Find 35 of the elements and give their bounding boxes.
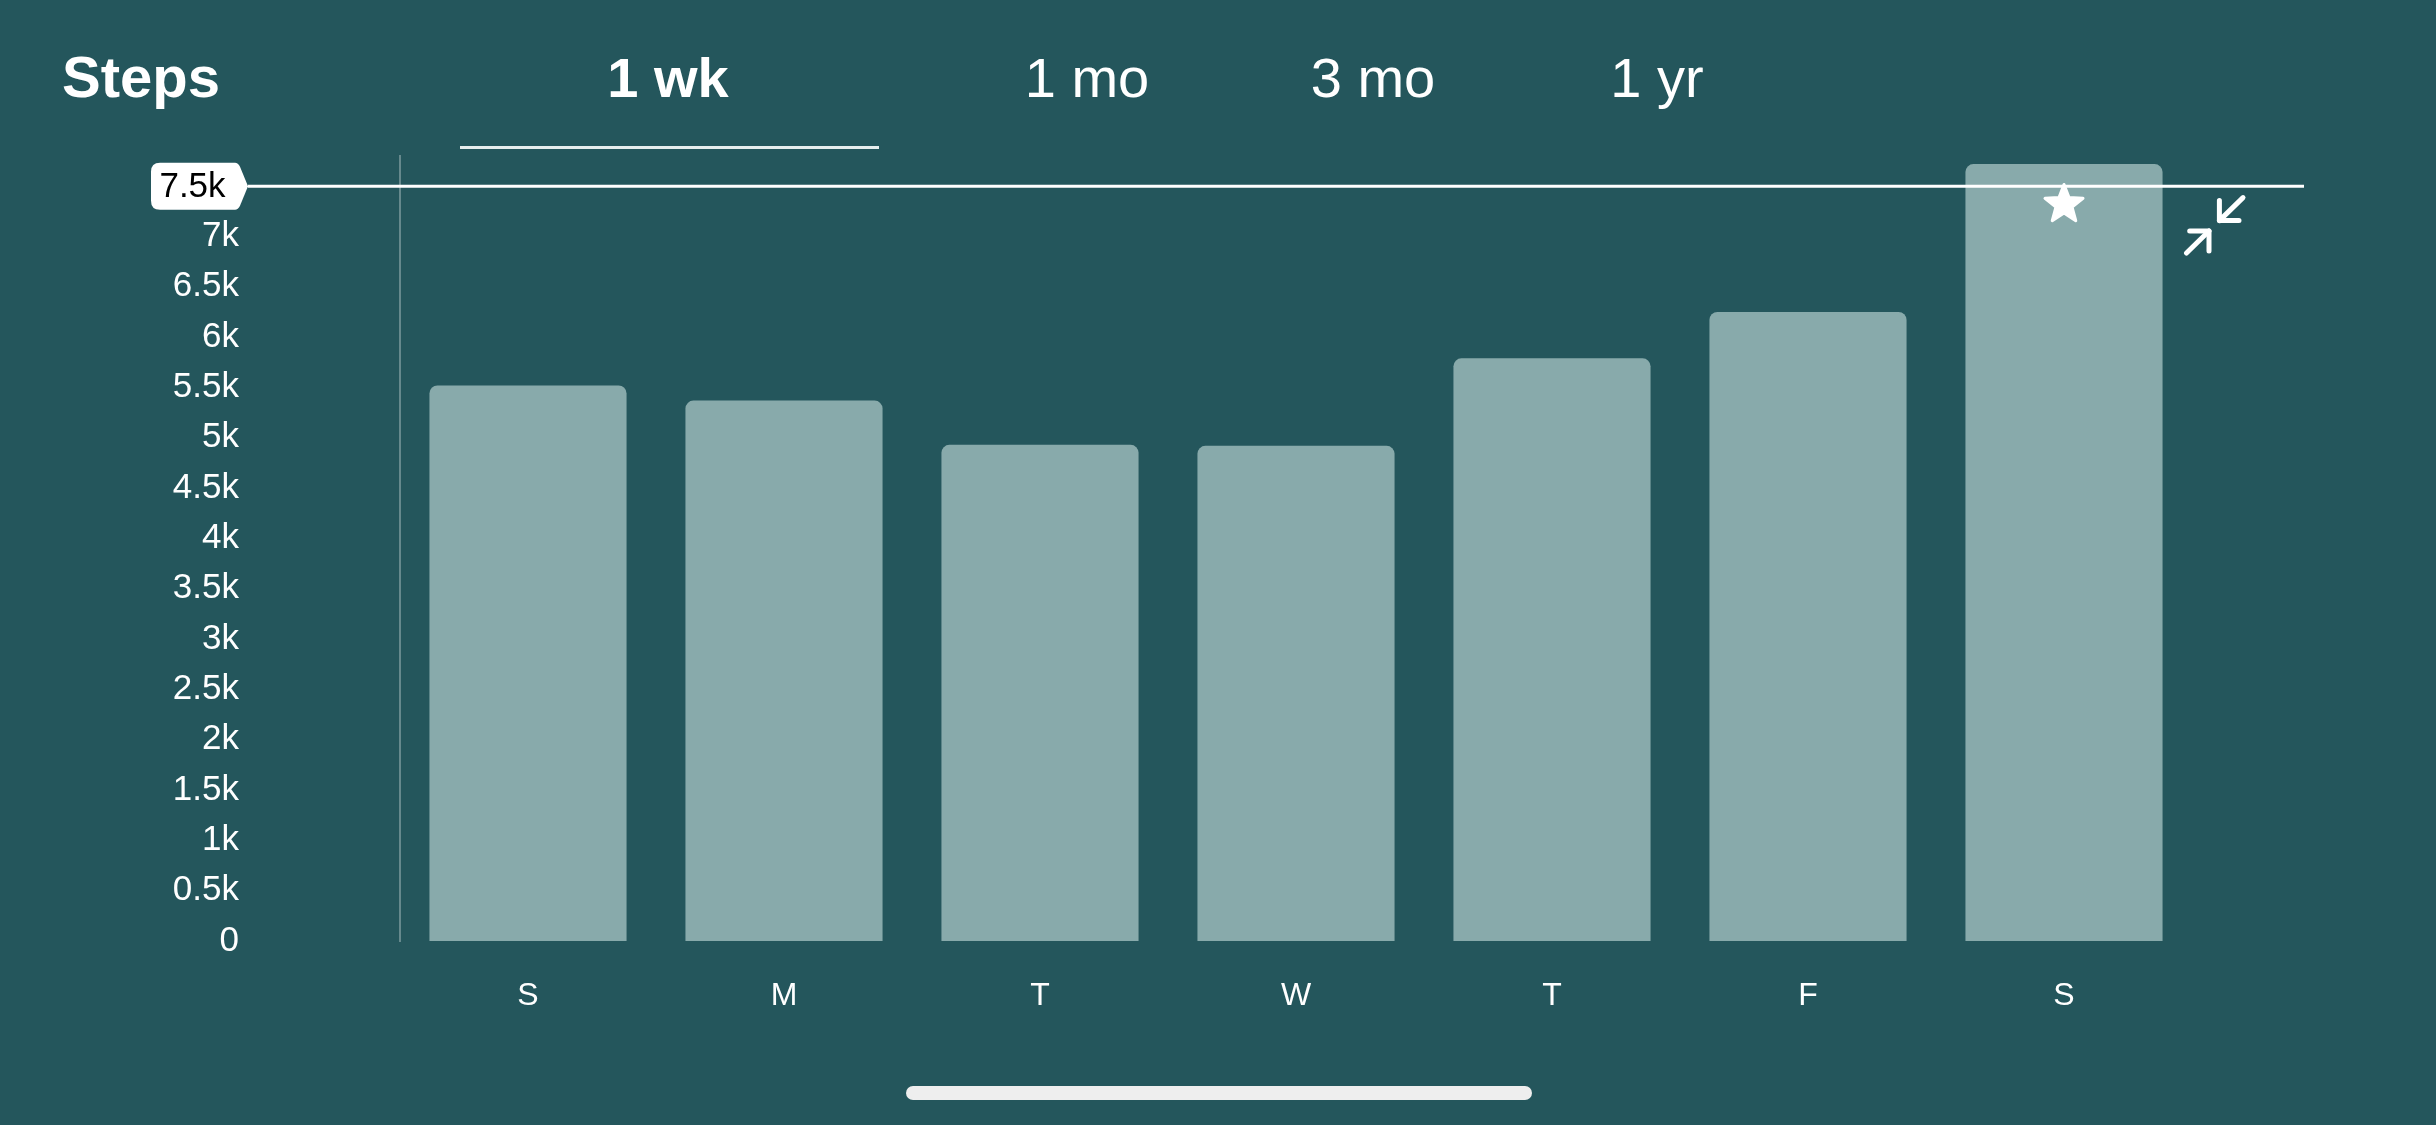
bar [1965,164,2163,941]
x-tick-label: T [1542,976,1562,1013]
ref-line-label: 7.5k [159,164,227,204]
bar [1709,311,1907,941]
text: 1 yr [1610,46,1704,109]
y-tick-label: 5.5k [172,365,240,405]
bar [1453,358,1651,941]
x-tick-label: T [1030,976,1050,1013]
y-tick-label: 5k [202,415,240,455]
y-tick-label: 0.5k [172,868,240,908]
y-tick-label: 1.5k [172,767,240,807]
y-tick-label: 0 [219,918,239,958]
x-tick-label: S [517,976,539,1013]
bar [429,385,627,941]
y-tick-label: 2.5k [172,667,240,707]
text: 1 wk [607,46,729,109]
y-tick-label: 3k [202,616,240,656]
y-tick-label: 1k [202,818,240,858]
y-tick-label: 6k [202,314,240,354]
x-tick-label: M [770,976,798,1013]
y-tick-label: 3.5k [172,566,240,606]
x-tick-label: W [1280,976,1312,1013]
x-tick-label: S [2053,976,2075,1013]
y-tick-label: 4.5k [172,465,240,505]
y-tick-label: 2k [202,717,240,757]
bar [941,444,1139,941]
text: 3 mo [1310,46,1436,109]
chart-title: Steps [62,44,220,109]
text: 1 mo [1024,46,1150,109]
y-tick-label: 6.5k [172,264,240,304]
x-tick-label: F [1798,976,1818,1013]
bar [1197,445,1395,941]
y-tick-label: 4k [202,516,240,556]
y-tick-label: 7k [202,214,240,254]
bar [685,400,883,941]
